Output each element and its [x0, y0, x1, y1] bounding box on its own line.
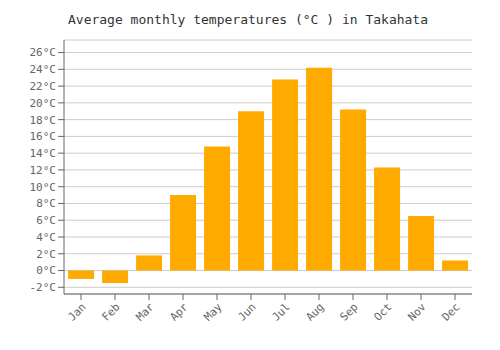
svg-text:Mar: Mar	[133, 300, 157, 324]
svg-text:10°C: 10°C	[30, 181, 57, 194]
svg-text:6°C: 6°C	[36, 214, 56, 227]
html-text:Average monthly temperatures (: Average monthly temperatures (°C ) in Ta…	[68, 12, 428, 27]
svg-text:Feb: Feb	[99, 300, 122, 323]
svg-text:4°C: 4°C	[36, 231, 56, 244]
svg-text:22°C: 22°C	[30, 80, 57, 93]
svg-text:Aug: Aug	[303, 300, 326, 323]
svg-text:26°C: 26°C	[30, 46, 57, 59]
svg-text:12°C: 12°C	[30, 164, 57, 177]
svg-text:8°C: 8°C	[36, 197, 56, 210]
svg-text:24°C: 24°C	[30, 63, 57, 76]
svg-text:Jun: Jun	[235, 300, 258, 323]
svg-text:Jul: Jul	[269, 300, 292, 323]
svg-text:2°C: 2°C	[36, 248, 56, 261]
svg-text:16°C: 16°C	[30, 130, 57, 143]
svg-text:14°C: 14°C	[30, 147, 57, 160]
svg-text:20°C: 20°C	[30, 97, 57, 110]
svg-text:Nov: Nov	[405, 300, 429, 324]
svg-text:Sep: Sep	[337, 300, 360, 323]
svg-text:Dec: Dec	[439, 300, 462, 323]
svg-text:18°C: 18°C	[30, 114, 57, 127]
svg-text:May: May	[201, 300, 225, 324]
svg-text:Jan: Jan	[65, 300, 88, 323]
svg-text:0°C: 0°C	[36, 264, 56, 277]
svg-text:Apr: Apr	[167, 300, 191, 324]
svg-text:-2°C: -2°C	[30, 281, 57, 294]
svg-text:Oct: Oct	[371, 300, 394, 323]
